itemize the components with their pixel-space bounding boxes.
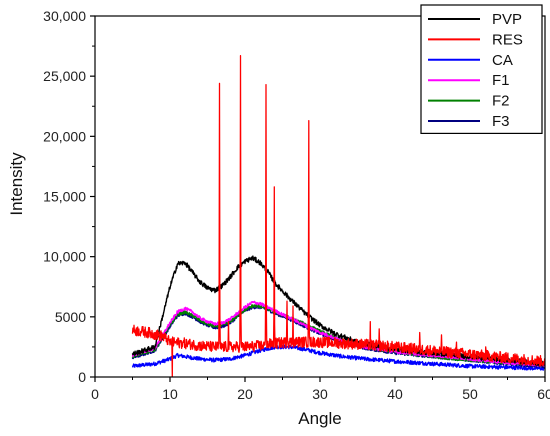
legend-label-ca: CA [492, 52, 513, 69]
x-tick-label: 20 [237, 386, 253, 402]
legend-label-f1: F1 [492, 72, 510, 89]
legend-label-res: RES [492, 31, 523, 48]
legend: PVP RES CA F1 F2 F3 [420, 4, 543, 134]
y-tick-label: 30,000 [43, 8, 86, 24]
y-tick-label: 10,000 [43, 249, 86, 265]
y-tick-label: 15,000 [43, 189, 86, 205]
x-tick-label: 40 [387, 386, 403, 402]
series-line-res [131, 55, 545, 377]
series-line-ca [131, 344, 545, 371]
y-tick-label: 25,000 [43, 68, 86, 84]
x-tick-label: 50 [462, 386, 478, 402]
legend-label-pvp: PVP [492, 11, 522, 28]
legend-label-f3: F3 [492, 113, 510, 130]
y-tick-label: 20,000 [43, 128, 86, 144]
y-tick-label: 0 [78, 369, 86, 385]
x-tick-label: 0 [91, 386, 99, 402]
x-tick-label: 30 [312, 386, 328, 402]
x-tick-label: 60 [537, 386, 550, 402]
legend-box [420, 4, 543, 134]
legend-label-f2: F2 [492, 93, 510, 110]
x-tick-label: 10 [162, 386, 178, 402]
y-axis-title: Intensity [7, 152, 26, 216]
series-layer [131, 55, 545, 377]
x-axis-title: Angle [298, 409, 341, 428]
axes-layer: 0 10 20 30 40 50 60 0 5000 10,000 15,000 20,000 25,0… [43, 8, 550, 402]
y-tick-label: 5000 [55, 309, 86, 325]
